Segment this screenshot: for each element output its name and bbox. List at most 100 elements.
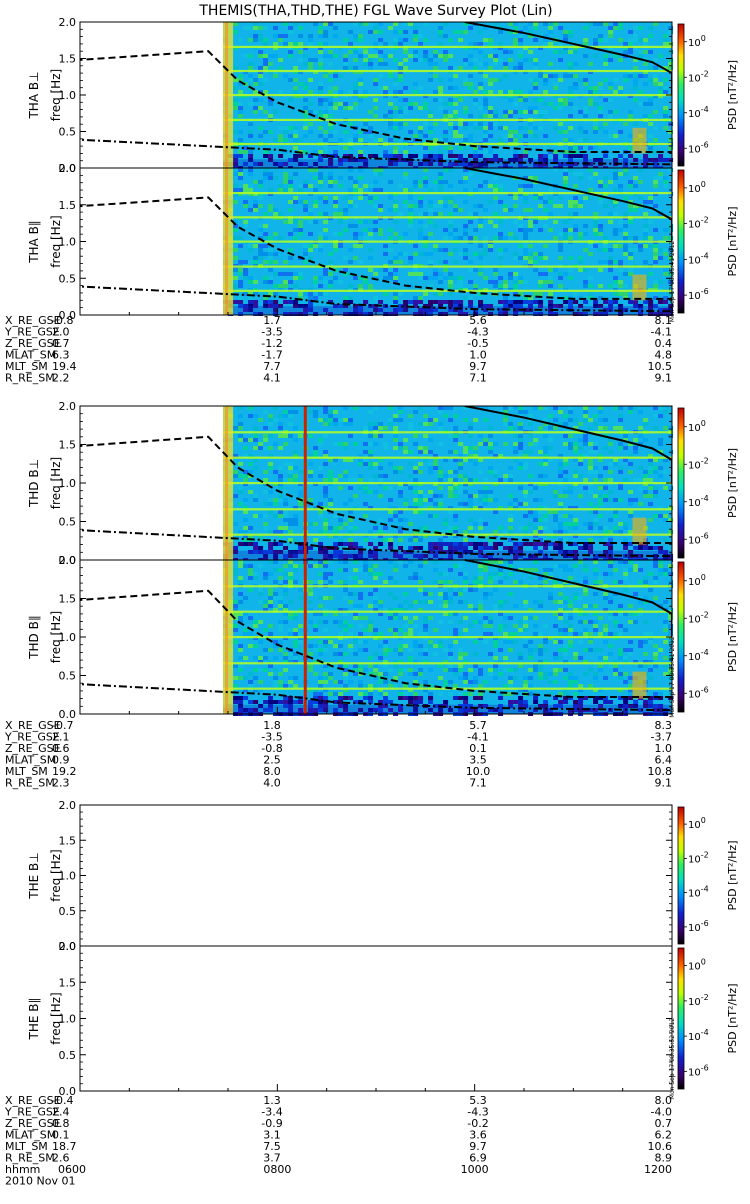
colorbar-tick-label: 10-2 (688, 993, 709, 1008)
y-tick-label: 2.0 (59, 16, 77, 29)
colorbar (678, 408, 684, 558)
y-tick-label: 0.5 (59, 272, 77, 285)
colorbar-tick-label: 100 (688, 816, 706, 831)
harmonic-line (223, 216, 672, 218)
event-marker-line (304, 560, 307, 714)
y-tick-label: 0.5 (59, 670, 77, 683)
harmonic-line (223, 143, 672, 145)
figure-title: THEMIS(THA,THD,THE) FGL Wave Survey Plot… (198, 3, 552, 19)
colorbar (678, 562, 684, 712)
colorbar-tick-label: 100 (688, 573, 706, 588)
colorbar-tick-label: 10-4 (688, 648, 709, 663)
freq-axis-label: freq [Hz] (49, 69, 63, 121)
ephemeris-row-label: R_RE_SM (5, 777, 55, 790)
harmonic-line (223, 457, 672, 459)
colorbar-label: PSD [nT²/Hz] (726, 602, 739, 672)
y-tick-label: 1.5 (59, 593, 77, 606)
y-tick-label: 1.5 (59, 834, 77, 847)
freq-axis-label: freq [Hz] (49, 611, 63, 663)
panel-ylabel: THA B⊥ (27, 71, 41, 119)
ephemeris-value: 7.1 (469, 372, 487, 385)
harmonic-line (223, 241, 672, 243)
harmonic-line (223, 70, 672, 72)
panel-ylabel: THE B∥ (27, 998, 41, 1041)
colorbar-tick-label: 10-6 (688, 1063, 709, 1078)
colorbar-tick-label: 100 (688, 958, 706, 973)
y-tick-label: 1.5 (59, 976, 77, 989)
ephemeris-value: 4.0 (263, 777, 281, 790)
ephemeris-value: 2.2 (52, 372, 70, 385)
plot-timestamp: Mon Sep 17 08:35:41 2012 (669, 636, 676, 718)
colorbar-tick-label: 10-2 (688, 216, 709, 231)
panel-frame (80, 946, 672, 1091)
colorbar-label: PSD [nT²/Hz] (726, 206, 739, 276)
colorbar-tick-label: 10-6 (688, 685, 709, 700)
data-onset-edge-core (225, 560, 228, 714)
wave-enhancement (633, 518, 647, 545)
time-tick-label: 1200 (644, 1163, 672, 1176)
colorbar (678, 948, 684, 1089)
wave-enhancement (633, 128, 647, 154)
y-tick-label: 0.5 (59, 126, 77, 139)
harmonic-line (223, 46, 672, 48)
y-tick-label: 2.0 (59, 162, 77, 175)
colorbar-tick-label: 10-4 (688, 251, 709, 266)
y-tick-label: 2.0 (59, 940, 77, 953)
harmonic-line (223, 636, 672, 638)
spectrogram-tha-1 (223, 168, 673, 316)
panel-ylabel: THE B⊥ (27, 852, 41, 899)
ephemeris-value: 9.1 (655, 777, 673, 790)
harmonic-line (223, 482, 672, 484)
panel-ylabel: THA B∥ (27, 220, 41, 264)
ephemeris-value: 7.1 (469, 777, 487, 790)
spectrogram-thd-2 (223, 406, 673, 562)
harmonic-line (223, 508, 672, 510)
colorbar-tick-label: 100 (688, 34, 706, 49)
colorbar-label: PSD [nT²/Hz] (726, 60, 739, 130)
plot-timestamp: Mon Sep 17 08:35:52 2012 (669, 1018, 676, 1100)
y-tick-label: 0.5 (59, 516, 77, 529)
wave-enhancement (633, 275, 647, 301)
ephemeris-value: 2.3 (52, 777, 70, 790)
harmonic-line (223, 611, 672, 613)
spectrogram-tha-0 (223, 22, 673, 170)
ephemeris-row-label: R_RE_SM (5, 372, 55, 385)
freq-axis-label: freq [Hz] (49, 992, 63, 1044)
harmonic-line (223, 192, 672, 194)
colorbar-tick-label: 10-4 (688, 105, 709, 120)
colorbar-tick-label: 100 (688, 180, 706, 195)
colorbar-label: PSD [nT²/Hz] (726, 840, 739, 910)
colorbar-tick-label: 100 (688, 419, 706, 434)
harmonic-line (223, 119, 672, 121)
colorbar (678, 807, 684, 944)
colorbar-tick-label: 10-6 (688, 287, 709, 302)
colorbar-tick-label: 10-6 (688, 140, 709, 155)
event-marker-line (304, 406, 307, 560)
colorbar-tick-label: 10-6 (688, 531, 709, 546)
colorbar-label: PSD [nT²/Hz] (726, 448, 739, 518)
harmonic-line (223, 431, 672, 433)
y-tick-label: 0.5 (59, 1049, 77, 1062)
y-tick-label: 1.5 (59, 53, 77, 66)
y-tick-label: 2.0 (59, 400, 77, 413)
ephemeris-value: 4.1 (263, 372, 281, 385)
colorbar (678, 170, 684, 313)
colorbar-tick-label: 10-4 (688, 494, 709, 509)
colorbar-tick-label: 10-6 (688, 919, 709, 934)
colorbar (678, 24, 684, 166)
harmonic-line (223, 662, 672, 664)
freq-axis-label: freq [Hz] (49, 215, 63, 267)
time-tick-label: 1000 (461, 1163, 489, 1176)
wave-enhancement (633, 672, 647, 699)
y-tick-label: 0.5 (59, 905, 77, 918)
harmonic-line (223, 265, 672, 267)
harmonic-line (223, 94, 672, 96)
panel-frame (80, 805, 672, 946)
freq-axis-label: freq [Hz] (49, 849, 63, 901)
y-tick-label: 2.0 (59, 554, 77, 567)
plot-timestamp: Mon Sep 17 08:35:41 2012 (669, 241, 676, 323)
spectrogram-thd-3 (223, 560, 673, 716)
